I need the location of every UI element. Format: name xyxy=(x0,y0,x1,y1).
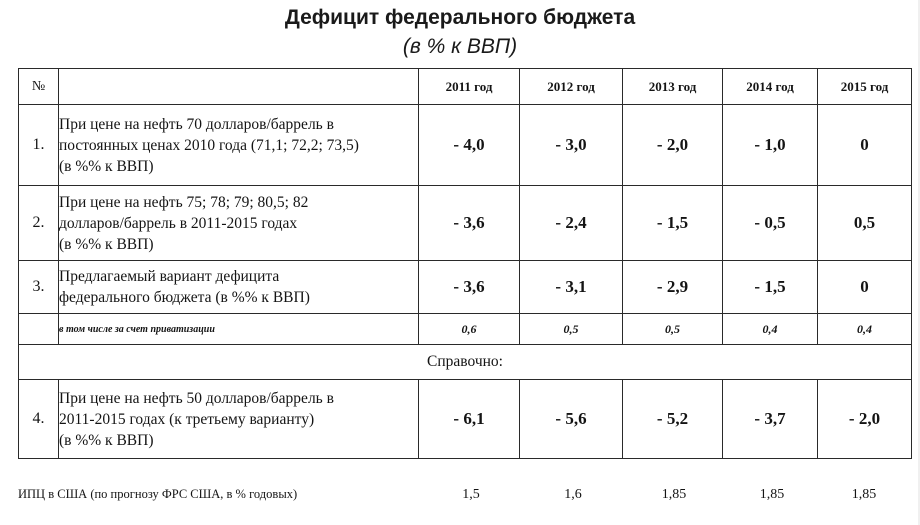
desc-line: федерального бюджета (в %% к ВВП) xyxy=(59,289,310,306)
cell-2015: - 2,0 xyxy=(817,379,912,459)
subrow-cell-2012: 0,5 xyxy=(519,313,623,345)
subrow-cell-2015: 0,4 xyxy=(817,313,912,345)
cell-2011: - 4,0 xyxy=(418,104,520,186)
cell-2015: 0 xyxy=(817,260,912,314)
header-year-2015: 2015 год xyxy=(817,68,912,105)
footer-value-2014: 1,85 xyxy=(759,487,785,502)
header-desc xyxy=(58,68,419,105)
header-year-2013: 2013 год xyxy=(622,68,723,105)
subrow-num-empty xyxy=(18,313,59,345)
header-num: № xyxy=(18,68,59,105)
cell-2012: - 2,4 xyxy=(519,185,623,261)
desc-line: При цене на нефть 50 долларов/баррель в xyxy=(59,389,334,407)
row-number: 1. xyxy=(18,104,59,186)
desc-line: 2011-2015 годах (к третьему варианту) xyxy=(59,410,315,428)
subrow-description: в том числе за счет приватизации xyxy=(58,313,419,345)
reference-label: Справочно: xyxy=(18,344,912,380)
row-description: При цене на нефть 75; 78; 79; 80,5; 82 д… xyxy=(58,185,419,261)
header-row: № 2011 год 2012 год 2013 год 2014 год 20… xyxy=(18,68,912,105)
cell-2011: - 6,1 xyxy=(418,379,520,459)
budget-table: № 2011 год 2012 год 2013 год 2014 год 20… xyxy=(18,68,912,459)
page-title: Дефицит федерального бюджета xyxy=(284,6,636,29)
row-number: 3. xyxy=(18,260,59,314)
cell-2012: - 3,1 xyxy=(519,260,623,314)
desc-line: Предлагаемый вариант дефицита xyxy=(59,268,280,285)
cpi-footer: ИПЦ в США (по прогнозу ФРС США, в % годо… xyxy=(18,487,911,505)
desc-line: (в %% к ВВП) xyxy=(59,235,154,253)
cell-2014: - 1,5 xyxy=(722,260,818,314)
cell-2011: - 3,6 xyxy=(418,260,520,314)
desc-line: (в %% к ВВП) xyxy=(59,157,154,175)
reference-row: Справочно: xyxy=(18,344,912,380)
desc-line: (в %% к ВВП) xyxy=(59,431,154,449)
row-description: При цене на нефть 70 долларов/баррель в … xyxy=(58,104,419,186)
privatization-subrow: в том числе за счет приватизации 0,6 0,5… xyxy=(18,313,912,345)
cell-2013: - 2,0 xyxy=(622,104,723,186)
header-year-2012: 2012 год xyxy=(519,68,623,105)
row-number: 2. xyxy=(18,185,59,261)
row-description: При цене на нефть 50 долларов/баррель в … xyxy=(58,379,419,459)
subrow-cell-2013: 0,5 xyxy=(622,313,723,345)
table-row: 4. При цене на нефть 50 долларов/баррель… xyxy=(18,379,912,459)
subrow-cell-2011: 0,6 xyxy=(418,313,520,345)
cell-2014: - 3,7 xyxy=(722,379,818,459)
cell-2014: - 0,5 xyxy=(722,185,818,261)
cell-2015: 0 xyxy=(817,104,912,186)
desc-line: постоянных ценах 2010 года (71,1; 72,2; … xyxy=(59,136,359,154)
cell-2013: - 2,9 xyxy=(622,260,723,314)
desc-line: При цене на нефть 70 долларов/баррель в xyxy=(59,115,334,133)
footer-value-2013: 1,85 xyxy=(661,487,687,502)
table-row: 3. Предлагаемый вариант дефицита федерал… xyxy=(18,260,912,314)
footer-value-2011: 1,5 xyxy=(462,487,480,502)
header-year-2011: 2011 год xyxy=(418,68,520,105)
cell-2015: 0,5 xyxy=(817,185,912,261)
cell-2013: - 1,5 xyxy=(622,185,723,261)
row-number: 4. xyxy=(18,379,59,459)
cell-2011: - 3,6 xyxy=(418,185,520,261)
footer-value-2012: 1,6 xyxy=(564,487,582,502)
header-year-2014: 2014 год xyxy=(722,68,818,105)
subrow-cell-2014: 0,4 xyxy=(722,313,818,345)
page-subtitle: (в % к ВВП) xyxy=(402,35,518,58)
footer-label: ИПЦ в США (по прогнозу ФРС США, в % годо… xyxy=(18,487,298,501)
footer-value-2015: 1,85 xyxy=(851,487,877,502)
desc-line: При цене на нефть 75; 78; 79; 80,5; 82 xyxy=(59,193,309,211)
desc-line: долларов/баррель в 2011-2015 годах xyxy=(59,214,298,232)
cell-2013: - 5,2 xyxy=(622,379,723,459)
cell-2014: - 1,0 xyxy=(722,104,818,186)
cell-2012: - 3,0 xyxy=(519,104,623,186)
row-description: Предлагаемый вариант дефицита федерально… xyxy=(58,260,419,314)
cell-2012: - 5,6 xyxy=(519,379,623,459)
scan-edge xyxy=(918,0,920,525)
table-row: 2. При цене на нефть 75; 78; 79; 80,5; 8… xyxy=(18,185,912,261)
table-row: 1. При цене на нефть 70 долларов/баррель… xyxy=(18,104,912,186)
